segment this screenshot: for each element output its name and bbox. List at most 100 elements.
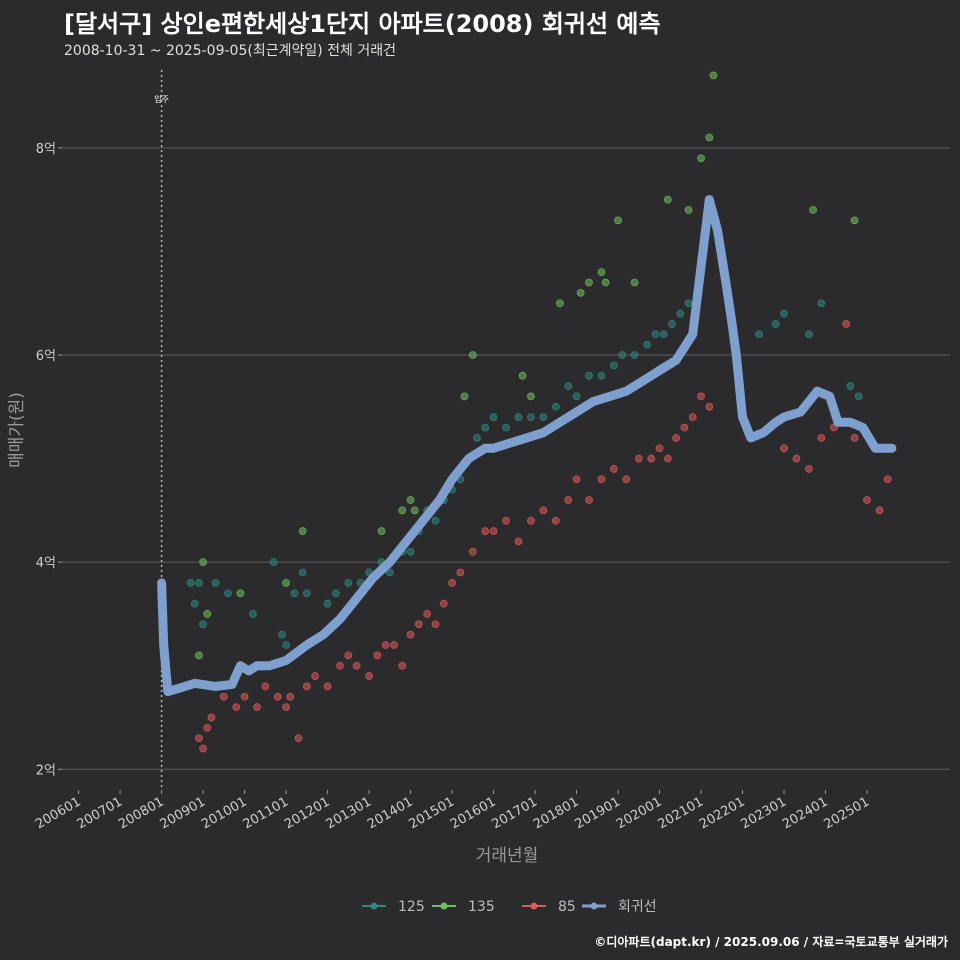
x-tick-label: 200701	[75, 794, 125, 832]
data-point-125	[597, 371, 606, 380]
data-point-85	[647, 454, 656, 463]
data-point-85	[572, 475, 581, 484]
data-point-135	[377, 527, 386, 535]
data-point-85	[203, 723, 212, 732]
data-point-135	[518, 371, 527, 380]
x-tick-label: 201101	[241, 794, 291, 832]
regression-line-layer	[157, 195, 897, 697]
regression-line	[157, 195, 897, 697]
scatter-points	[186, 71, 892, 753]
data-point-85	[199, 744, 207, 753]
data-point-85	[502, 516, 510, 525]
data-point-125	[668, 320, 676, 328]
data-point-85	[489, 527, 498, 535]
x-tick-label: 201201	[282, 794, 332, 832]
data-point-135	[526, 392, 535, 401]
legend-label: 125	[398, 899, 425, 915]
data-point-125	[618, 351, 627, 359]
x-tick-label: 202101	[656, 794, 706, 832]
data-point-125	[473, 433, 481, 442]
data-point-135	[195, 651, 203, 660]
data-point-125	[282, 641, 290, 649]
x-tick-label: 201601	[448, 794, 498, 832]
data-point-85	[219, 692, 228, 701]
chart-subtitle: 2008-10-31 ~ 2025-09-05(최근계약일) 전체 거래건	[64, 43, 396, 59]
data-point-125	[780, 309, 788, 318]
data-point-85	[634, 454, 643, 463]
data-point-85	[195, 734, 203, 743]
legend-swatch-point	[370, 902, 378, 910]
legend-swatch-point	[590, 902, 598, 910]
data-point-85	[883, 475, 892, 484]
data-point-135	[406, 496, 415, 504]
x-tick-label: 202001	[614, 794, 664, 832]
data-point-135	[203, 610, 212, 618]
data-point-125	[224, 589, 232, 598]
data-point-125	[298, 568, 307, 577]
data-point-125	[481, 423, 490, 432]
data-point-85	[688, 413, 697, 422]
data-point-125	[323, 599, 332, 608]
data-point-85	[468, 547, 477, 556]
data-point-125	[302, 589, 311, 598]
data-point-85	[780, 444, 788, 453]
data-point-85	[697, 392, 705, 401]
data-point-125	[651, 330, 660, 339]
data-point-85	[352, 661, 361, 670]
data-point-135	[597, 268, 606, 277]
data-point-125	[854, 392, 863, 401]
y-tick-label: 4억	[36, 556, 56, 571]
data-point-125	[643, 340, 651, 349]
data-point-125	[585, 371, 593, 380]
data-point-85	[232, 703, 241, 712]
data-point-85	[564, 496, 573, 504]
data-point-85	[551, 516, 560, 525]
x-tick-label: 202201	[697, 794, 747, 832]
data-point-125	[572, 392, 581, 401]
y-axis-title: 매매가(원)	[7, 392, 27, 468]
data-point-135	[709, 71, 718, 80]
data-point-135	[468, 351, 477, 359]
data-point-135	[850, 216, 859, 225]
data-point-125	[609, 361, 618, 370]
x-tick-label: 201301	[324, 794, 374, 832]
data-point-135	[663, 195, 672, 204]
data-point-125	[539, 413, 548, 422]
legend-swatch-point	[440, 902, 448, 910]
data-point-85	[261, 682, 270, 691]
data-point-125	[431, 516, 440, 525]
x-tick-label: 200601	[33, 794, 83, 832]
data-point-125	[817, 299, 826, 308]
data-point-135	[236, 589, 245, 598]
x-tick-label: 201701	[490, 794, 540, 832]
data-point-85	[240, 692, 249, 701]
data-point-135	[556, 299, 564, 308]
y-axis-ticks: 2억 4억 6억 8억	[36, 142, 62, 778]
data-point-135	[585, 278, 593, 287]
data-point-85	[792, 454, 801, 463]
move-in-label: 입주	[154, 95, 169, 104]
data-point-135	[460, 392, 469, 401]
data-point-125	[199, 620, 207, 629]
data-point-85	[311, 672, 320, 680]
data-point-85	[514, 537, 523, 546]
data-point-85	[344, 651, 353, 660]
data-point-125	[290, 589, 299, 598]
data-point-85	[414, 620, 423, 629]
data-point-125	[190, 599, 199, 608]
data-point-85	[539, 506, 548, 515]
data-point-85	[431, 620, 440, 629]
data-point-85	[294, 734, 303, 743]
legend-label: 135	[468, 899, 495, 915]
data-point-85	[481, 527, 490, 535]
x-tick-label: 202501	[822, 794, 872, 832]
data-point-85	[680, 423, 689, 432]
data-point-125	[186, 578, 195, 587]
data-point-85	[302, 682, 311, 691]
source-credit: ©디아파트(dapt.kr) / 2025.09.06 / 자료=국토교통부 실…	[594, 935, 948, 949]
data-point-125	[771, 320, 780, 328]
data-point-135	[576, 288, 585, 297]
data-point-85	[817, 433, 826, 442]
data-point-85	[365, 672, 373, 680]
